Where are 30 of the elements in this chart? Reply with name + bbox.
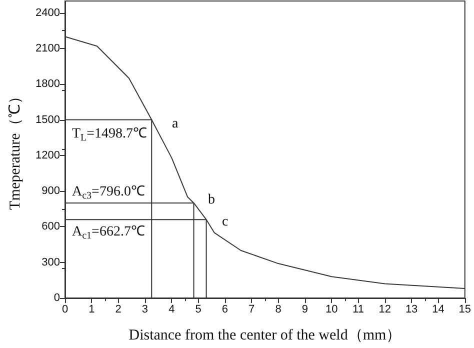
y-tick-label: 1800 (36, 78, 60, 90)
x-axis-title: Distance from the center of the weld（mm） (128, 328, 402, 344)
y-tick-label: 0 (54, 292, 60, 304)
x-tick-label: 1 (88, 304, 95, 316)
x-tick-label: 4 (168, 304, 175, 316)
x-tick-label: 15 (458, 304, 472, 316)
x-tick-label: 0 (62, 304, 68, 316)
y-tick-label: 1200 (36, 149, 60, 162)
y-tick-label: 300 (42, 256, 60, 268)
x-tick-label: 3 (142, 304, 148, 316)
x-tick-label: 11 (352, 304, 364, 316)
annotation: c (222, 214, 228, 230)
x-tick-label: 2 (115, 304, 122, 316)
y-tick-label: 900 (42, 185, 60, 198)
x-tick-label: 13 (405, 304, 418, 316)
x-tick-label: 9 (302, 304, 308, 316)
x-tick-label: 8 (275, 304, 282, 316)
x-tick-label: 6 (222, 304, 228, 316)
y-tick-label: 2400 (36, 6, 60, 19)
x-tick-label: 5 (195, 304, 202, 316)
y-tick-label: 600 (42, 220, 60, 233)
annotation: b (208, 192, 215, 208)
x-tick-label: 14 (432, 304, 444, 316)
y-tick-label: 2100 (36, 42, 60, 55)
y-axis-title: Tmeperature（℃） (8, 89, 24, 210)
annotation: a (172, 116, 179, 132)
y-tick-label: 1500 (36, 114, 60, 126)
x-tick-label: 12 (378, 304, 392, 316)
x-tick-label: 7 (248, 304, 255, 316)
x-tick-label: 10 (325, 304, 338, 316)
